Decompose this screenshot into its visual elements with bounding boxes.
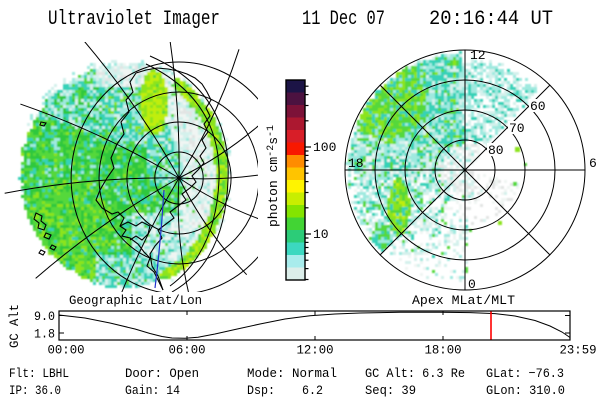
svg-text:20:16:44 UT: 20:16:44 UT: [429, 8, 553, 31]
svg-text:6: 6: [589, 156, 597, 171]
svg-text:Mode: Normal: Mode: Normal: [247, 366, 337, 381]
svg-text:18: 18: [348, 156, 364, 171]
svg-text:23:59: 23:59: [560, 343, 597, 358]
svg-text:photon cm-2s-1: photon cm-2s-1: [266, 125, 281, 227]
svg-text:00:00: 00:00: [48, 343, 85, 358]
svg-text:1.8: 1.8: [34, 327, 55, 342]
svg-text:GLon: 310.0: GLon: 310.0: [486, 383, 565, 398]
svg-text:9.0: 9.0: [34, 309, 55, 324]
svg-text:12: 12: [470, 48, 486, 63]
svg-text:IP: 36.0: IP: 36.0: [9, 383, 61, 398]
svg-text:GC Alt: GC Alt: [7, 304, 22, 348]
svg-text:Geographic Lat/Lon: Geographic Lat/Lon: [69, 293, 202, 308]
svg-text:6.2: 6.2: [302, 383, 323, 398]
svg-text:06:00: 06:00: [169, 343, 206, 358]
svg-text:Apex MLat/MLT: Apex MLat/MLT: [412, 293, 515, 308]
svg-text:Door: Open: Door: Open: [125, 366, 199, 381]
svg-text:Ultraviolet Imager: Ultraviolet Imager: [48, 8, 220, 31]
svg-text:11 Dec 07: 11 Dec 07: [302, 8, 385, 31]
svg-text:Gain: 14: Gain: 14: [125, 383, 180, 398]
svg-text:Flt: LBHL: Flt: LBHL: [9, 366, 69, 381]
svg-text:18:00: 18:00: [425, 343, 462, 358]
svg-text:70: 70: [509, 121, 525, 136]
svg-text:Dsp:: Dsp:: [247, 383, 275, 398]
svg-text:12:00: 12:00: [297, 343, 334, 358]
svg-text:Seq: 39: Seq: 39: [365, 383, 416, 398]
svg-text:GC Alt: 6.3 Re: GC Alt: 6.3 Re: [365, 366, 465, 381]
svg-text:60: 60: [530, 99, 546, 114]
svg-text:0: 0: [468, 277, 476, 292]
svg-text:GLat: −76.3: GLat: −76.3: [486, 366, 564, 381]
svg-text:80: 80: [488, 143, 504, 158]
svg-text:100: 100: [313, 140, 336, 155]
svg-text:10: 10: [313, 227, 329, 242]
